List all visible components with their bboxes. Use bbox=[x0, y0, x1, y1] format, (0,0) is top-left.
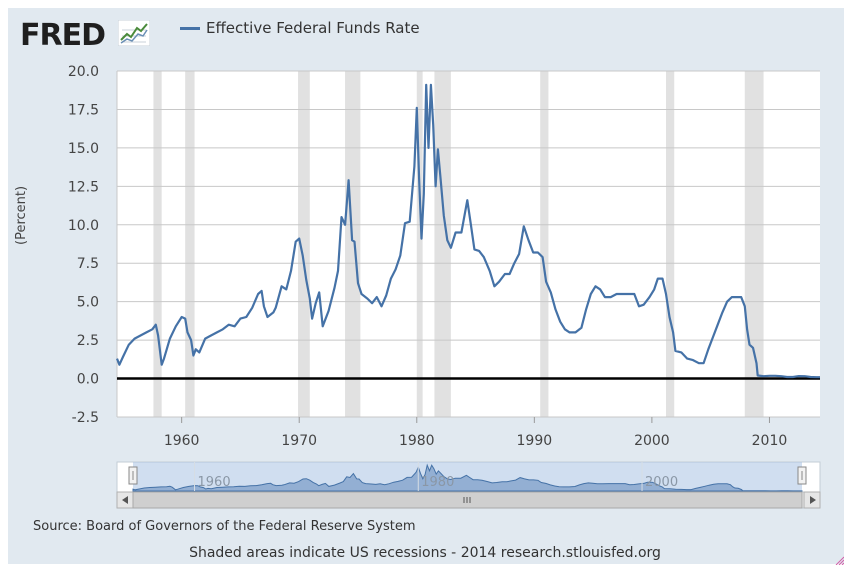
x-tick-label-0: 1960 bbox=[164, 433, 200, 449]
recession-band-7 bbox=[665, 71, 675, 417]
navigator-tick-label-1: 1980 bbox=[421, 475, 454, 490]
chart-legend[interactable]: Effective Federal Funds Rate bbox=[180, 19, 420, 37]
y-tick-label-7: 15.0 bbox=[68, 141, 99, 157]
scroll-left-arrow-icon bbox=[122, 496, 128, 504]
recession-band-0 bbox=[153, 71, 162, 417]
y-tick-label-8: 17.5 bbox=[68, 102, 99, 118]
y-tick-label-6: 12.5 bbox=[68, 179, 99, 195]
navigator-tick-label-0: 1960 bbox=[198, 475, 231, 490]
y-tick-label-1: 0.0 bbox=[77, 372, 99, 388]
x-tick-label-4: 2000 bbox=[634, 433, 670, 449]
recession-band-4 bbox=[416, 71, 423, 417]
scroll-right-arrow-icon bbox=[810, 496, 816, 504]
y-tick-label-2: 2.5 bbox=[77, 333, 99, 349]
navigator-series-area bbox=[132, 463, 803, 492]
x-tick-label-3: 1990 bbox=[517, 433, 553, 449]
x-tick-label-5: 2010 bbox=[752, 433, 788, 449]
x-tick-labels: 1960 1970 1980 1990 2000 2010 bbox=[164, 417, 787, 449]
scrollbar-grip-icon bbox=[463, 497, 471, 503]
y-tick-label-4: 7.5 bbox=[77, 256, 99, 272]
recession-band-8 bbox=[744, 71, 764, 417]
resize-handle-icon[interactable] bbox=[834, 555, 844, 565]
plot-background bbox=[117, 71, 820, 417]
fred-logo[interactable]: FRED bbox=[20, 18, 106, 53]
recession-band-3 bbox=[345, 71, 361, 417]
recession-footnote[interactable]: Shaded areas indicate US recessions - 20… bbox=[189, 545, 661, 561]
recession-bands bbox=[153, 71, 764, 417]
recession-band-6 bbox=[540, 71, 549, 417]
navigator-tick-label-2: 2000 bbox=[645, 475, 678, 490]
y-tick-label-9: 20.0 bbox=[68, 64, 99, 80]
y-tick-label-3: 5.0 bbox=[77, 295, 99, 311]
x-tick-label-1: 1970 bbox=[281, 433, 317, 449]
recession-band-1 bbox=[185, 71, 195, 417]
y-tick-labels: -2.5 0.0 2.5 5.0 7.5 10.0 12.5 15.0 17.5 20.0 bbox=[68, 64, 99, 426]
recession-band-2 bbox=[298, 71, 310, 417]
chart-sparkline-icon bbox=[118, 20, 150, 46]
source-note: Source: Board of Governors of the Federa… bbox=[33, 519, 416, 534]
y-tick-label-0: -2.5 bbox=[72, 410, 99, 426]
y-tick-label-5: 10.0 bbox=[68, 218, 99, 234]
legend-swatch bbox=[180, 26, 200, 30]
legend-series-label: Effective Federal Funds Rate bbox=[206, 19, 420, 37]
series-line-effective-federal-funds-rate[interactable] bbox=[115, 83, 820, 379]
x-tick-label-2: 1980 bbox=[399, 433, 435, 449]
navigator-tick-labels: 1960 1980 2000 bbox=[194, 462, 678, 491]
